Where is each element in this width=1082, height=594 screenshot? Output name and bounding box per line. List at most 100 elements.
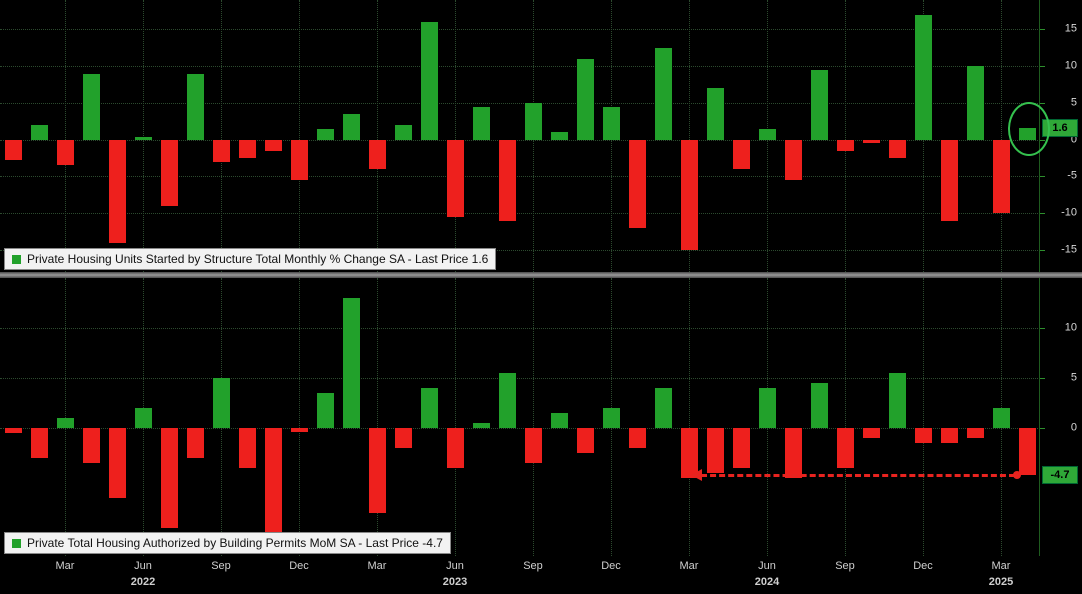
x-axis-year-label: 2022 [130, 576, 156, 588]
y-axis-label: -5 [1067, 169, 1077, 182]
bar-jun-2024 [758, 128, 776, 140]
bar-apr-2023 [394, 124, 412, 140]
bar-jun-2024 [758, 388, 776, 428]
bar-sep-2023 [524, 428, 542, 463]
bar-dec-2024 [914, 14, 932, 140]
gridline-vertical [455, 278, 456, 556]
x-axis-month-label: Sep [835, 560, 855, 572]
bar-jun-2023 [446, 139, 464, 217]
bar-may-2022 [108, 428, 126, 498]
bar-sep-2024 [836, 428, 854, 468]
x-axis-year-label: 2025 [988, 576, 1014, 588]
bar-nov-2024 [888, 139, 906, 159]
bar-jan-2023 [316, 393, 334, 428]
bar-jul-2023 [472, 423, 490, 428]
bar-mar-2024 [680, 139, 698, 250]
gridline-horizontal [0, 378, 1040, 379]
bar-jan-2023 [316, 128, 334, 140]
x-axis-year-label: 2023 [442, 576, 468, 588]
bar-jul-2024 [784, 428, 802, 478]
bar-jul-2022 [160, 428, 178, 528]
bar-mar-2024 [680, 428, 698, 478]
bar-apr-2024 [706, 428, 724, 473]
x-axis-month-label: Jun [758, 560, 776, 572]
bar-nov-2023 [576, 428, 594, 453]
gridline-vertical [65, 0, 66, 272]
bar-jan-2024 [628, 139, 646, 228]
bar-oct-2024 [862, 428, 880, 438]
x-axis-month-label: Jun [134, 560, 152, 572]
y-axis-tick [1040, 66, 1045, 68]
y-axis-tick [1040, 213, 1045, 215]
building-permits-legend[interactable]: Private Total Housing Authorized by Buil… [4, 532, 451, 554]
housing-starts-legend[interactable]: Private Housing Units Started by Structu… [4, 248, 497, 270]
gridline-vertical [845, 278, 846, 556]
bar-may-2023 [420, 388, 438, 428]
y-axis-label: 10 [1064, 321, 1077, 334]
gridline-horizontal [0, 102, 1040, 104]
bar-apr-2022 [82, 428, 100, 463]
gridline-vertical [845, 0, 846, 272]
x-axis-year-label: 2024 [754, 576, 780, 588]
housing-starts-panel: 15 10 5 0 -5 -10 -15 1.6 Private Housing Units … [0, 0, 1082, 272]
x-axis-month-label: Mar [55, 560, 75, 572]
bar-jan-2025 [940, 428, 958, 443]
x-axis-month-label: Sep [523, 560, 543, 572]
building-permits-y-axis: 10 5 0 -4.7 [1039, 278, 1082, 556]
gridline-vertical [689, 278, 690, 556]
y-axis-tick [1040, 176, 1045, 178]
y-axis-tick [1040, 249, 1045, 251]
bar-oct-2022 [238, 139, 256, 159]
y-axis-label: 5 [1070, 371, 1077, 384]
gridline-vertical [65, 278, 66, 556]
gridline-horizontal [0, 139, 1040, 141]
bar-apr-2025 [1018, 428, 1036, 475]
building-permits-panel: 10 5 0 -4.7 Private Total Housing Authorize… [0, 278, 1082, 556]
legend-swatch-icon [12, 254, 21, 264]
bar-nov-2022 [264, 428, 282, 533]
bar-dec-2023 [602, 408, 620, 428]
bar-mar-2022 [56, 139, 74, 166]
bar-may-2024 [732, 139, 750, 170]
gridline-vertical [299, 278, 300, 556]
housing-starts-legend-label: Private Housing Units Started by Structu… [27, 252, 489, 266]
bar-mar-2022 [56, 418, 74, 428]
gridline-vertical [689, 0, 690, 272]
housing-starts-plot-area [0, 0, 1050, 272]
y-axis-tick [1040, 378, 1045, 379]
x-axis: Mar Jun Sep Dec Mar Jun Sep Dec Mar Jun Sep Dec Mar 2… [0, 556, 1040, 594]
bar-jan-2024 [628, 428, 646, 448]
bar-aug-2023 [498, 139, 516, 221]
y-axis-label: 15 [1064, 22, 1077, 35]
x-axis-month-label: Jun [446, 560, 464, 572]
bar-nov-2024 [888, 373, 906, 428]
bar-oct-2023 [550, 413, 568, 428]
bar-jan-2022 [4, 428, 22, 433]
gridline-horizontal [0, 213, 1040, 215]
bar-mar-2025 [992, 408, 1010, 428]
bar-feb-2025 [966, 428, 984, 438]
gridline-vertical [1001, 0, 1002, 272]
bar-may-2022 [108, 139, 126, 243]
x-axis-month-label: Dec [289, 560, 309, 572]
bar-jan-2025 [940, 139, 958, 221]
bar-oct-2022 [238, 428, 256, 468]
dashed-arrow-line [701, 473, 1015, 477]
gridline-horizontal [0, 29, 1040, 31]
bar-jul-2024 [784, 139, 802, 181]
y-axis-label: -10 [1061, 206, 1077, 219]
bar-nov-2022 [264, 139, 282, 151]
gridline-vertical [377, 278, 378, 556]
arrow-head-icon [691, 469, 702, 481]
panel-divider[interactable] [0, 272, 1082, 278]
bar-sep-2022 [212, 378, 230, 428]
y-axis-tick [1040, 102, 1045, 104]
bar-may-2024 [732, 428, 750, 468]
bar-feb-2024 [654, 47, 672, 140]
bar-jun-2022 [134, 137, 152, 140]
building-permits-plot-area [0, 278, 1040, 556]
bar-feb-2024 [654, 388, 672, 428]
bar-aug-2024 [810, 383, 828, 428]
x-axis-month-label: Dec [601, 560, 621, 572]
bar-dec-2024 [914, 428, 932, 443]
